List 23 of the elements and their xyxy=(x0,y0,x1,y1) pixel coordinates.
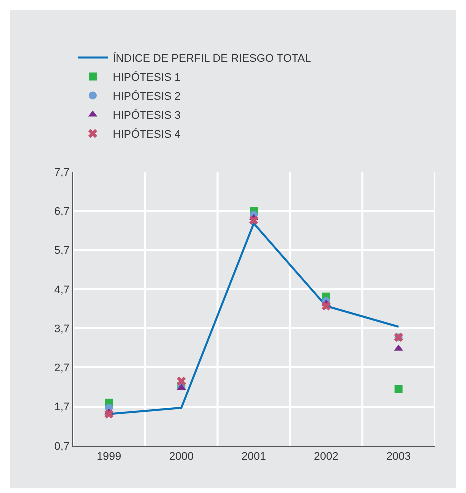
x-tick-label: 2003 xyxy=(386,451,412,464)
y-tick-label: 1,7 xyxy=(54,402,70,414)
point xyxy=(249,216,259,226)
legend-label: HIPÓTESIS 4 xyxy=(113,128,181,142)
x-tick-label: 2000 xyxy=(169,451,194,464)
x-tick-label: 2002 xyxy=(314,451,339,464)
y-tick-label: 5,7 xyxy=(54,245,70,258)
point xyxy=(177,376,186,386)
y-tick-label: 4,7 xyxy=(54,284,70,296)
y-tick-label: 3,7 xyxy=(54,323,70,336)
y-tick-label: 0,7 xyxy=(54,440,70,453)
legend-label: ÍNDICE DE PERFIL DE RIESGO TOTAL xyxy=(113,52,312,66)
x-tick-label: 2001 xyxy=(242,451,266,464)
point xyxy=(104,410,114,419)
x-tick-label: 1999 xyxy=(96,451,122,464)
y-tick-label: 7,7 xyxy=(54,166,70,179)
y-tick-label: 6,7 xyxy=(54,206,70,218)
legend-label: HIPÓTESIS 1 xyxy=(113,71,181,84)
point xyxy=(394,385,403,394)
point xyxy=(322,302,331,311)
legend-label: HIPÓTESIS 2 xyxy=(113,90,181,104)
legend-label: HIPÓTESIS 3 xyxy=(113,109,181,122)
y-tick-label: 2,7 xyxy=(54,362,70,375)
